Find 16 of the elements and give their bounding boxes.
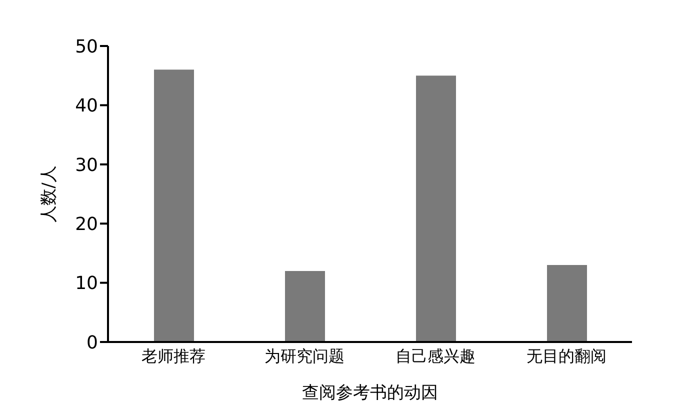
- x-tick-label: 自己感兴趣: [396, 346, 476, 366]
- y-tick-label: 30: [75, 154, 98, 176]
- y-tick-label: 0: [86, 332, 98, 354]
- y-tick-label: 10: [75, 273, 98, 294]
- x-tick-label: 老师推荐: [142, 346, 206, 366]
- bar: [416, 76, 456, 342]
- x-tick-label: 无目的翻阅: [526, 346, 606, 366]
- bar: [154, 70, 194, 342]
- y-tick-label: 50: [75, 36, 98, 58]
- y-tick-label: 40: [75, 96, 98, 117]
- y-axis-title: 人数/人: [39, 166, 60, 222]
- bar: [285, 270, 325, 342]
- x-tick-label: 为研究问题: [264, 346, 344, 366]
- x-axis-title: 查阅参考书的动因: [302, 383, 438, 403]
- bar: [547, 265, 587, 342]
- y-tick-label: 20: [75, 214, 98, 235]
